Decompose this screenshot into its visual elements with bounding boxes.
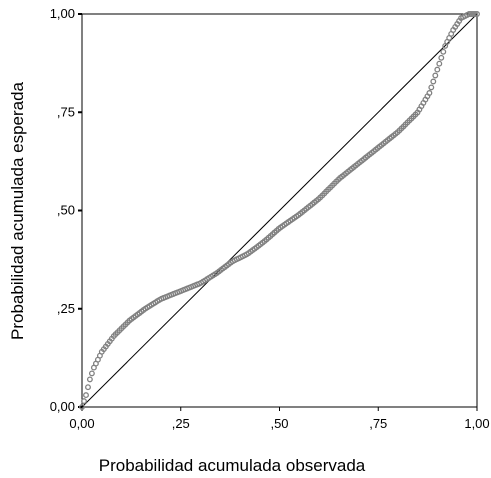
y-tick-label: ,50	[57, 203, 75, 218]
axis-ticks: 0,00 ,25 ,50 ,75 1,00 0,00 ,25 ,50 ,75 1,00	[50, 6, 490, 431]
x-tick-label: ,25	[172, 416, 190, 431]
y-tick-label: 1,00	[50, 6, 75, 21]
data-point	[85, 384, 91, 391]
data-point	[81, 398, 87, 405]
data-point	[438, 54, 445, 61]
data-point	[428, 84, 435, 91]
data-points	[79, 11, 480, 410]
data-point	[426, 90, 433, 96]
x-tick-label: ,75	[369, 416, 387, 431]
data-point	[440, 48, 447, 55]
data-point	[430, 78, 437, 85]
data-point	[434, 66, 441, 73]
y-tick-label: ,25	[57, 301, 75, 316]
data-point	[474, 11, 480, 17]
data-point	[466, 11, 473, 17]
y-tick-label: ,75	[57, 104, 75, 119]
reference-line	[81, 13, 478, 408]
data-point	[432, 72, 439, 79]
x-tick-label: 0,00	[69, 416, 94, 431]
data-point	[83, 392, 89, 399]
y-axis-title: Probabilidad acumulada esperada	[8, 81, 27, 340]
x-tick-label: 1,00	[464, 416, 489, 431]
data-point	[86, 376, 93, 383]
data-point	[88, 370, 95, 377]
x-tick-label: ,50	[270, 416, 288, 431]
x-axis-title: Probabilidad acumulada observada	[99, 456, 366, 475]
data-point	[436, 60, 443, 67]
data-point	[472, 11, 478, 17]
y-tick-label: 0,00	[50, 399, 75, 414]
data-point	[79, 404, 85, 410]
